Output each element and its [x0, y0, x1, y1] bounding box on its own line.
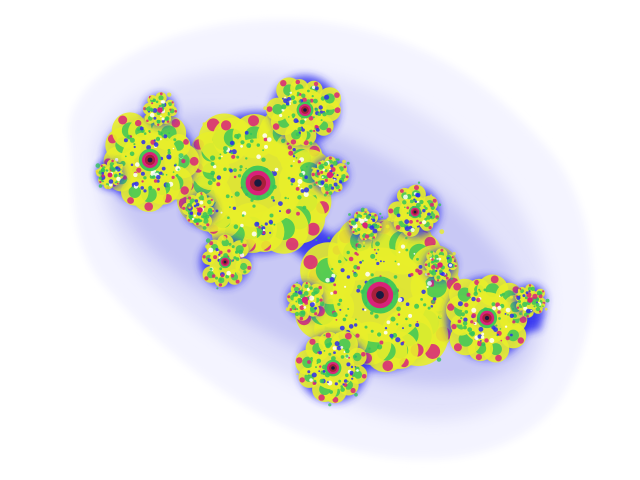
filament-dot	[529, 313, 532, 316]
filament-dot	[379, 212, 382, 215]
filament-dot	[119, 163, 124, 168]
filament-dot	[542, 305, 544, 308]
filament-dot	[263, 106, 267, 110]
filament-dot	[348, 213, 351, 216]
filament-dot	[328, 403, 332, 407]
blob-tiny-2	[513, 283, 547, 318]
filament-dot	[452, 252, 456, 256]
filament-dot	[388, 214, 392, 218]
filament-dot	[342, 159, 346, 164]
filament-dot	[478, 279, 481, 282]
blob-small-2	[387, 184, 441, 238]
filament-dot	[377, 227, 382, 232]
filament-dot	[371, 237, 374, 240]
blob-left	[103, 108, 200, 212]
filament-dot	[149, 96, 154, 100]
filament-dot	[205, 244, 210, 249]
filament-dot	[205, 238, 211, 243]
filament-dot	[346, 161, 350, 165]
filament-dot	[436, 357, 442, 362]
filament-dot	[322, 159, 324, 162]
filament-dot	[438, 203, 442, 207]
filament-dot	[406, 189, 409, 193]
blob-top	[266, 75, 342, 146]
fractal-body	[95, 75, 550, 407]
filament-dot	[328, 191, 333, 195]
filament-dot	[422, 270, 426, 274]
blob-bottom	[295, 331, 368, 404]
filament-dot	[120, 168, 122, 171]
filament-dot	[319, 301, 325, 307]
filament-dot	[187, 197, 189, 200]
filament-dot	[120, 173, 124, 177]
filament-dot	[450, 277, 453, 280]
filament-dot	[362, 241, 366, 244]
filament-dot	[364, 208, 368, 212]
filament-dot	[296, 281, 298, 284]
filament-dot	[439, 229, 445, 235]
main-blob-lower	[294, 213, 461, 373]
filament-dot	[405, 236, 408, 240]
filament-dot	[518, 288, 520, 291]
filament-dot	[285, 307, 290, 312]
filament-dot	[188, 206, 191, 209]
filament-dot	[519, 312, 522, 316]
filament-dot	[296, 373, 299, 376]
filament-dot	[309, 141, 313, 145]
filament-dot	[294, 311, 300, 317]
filament-dot	[387, 216, 392, 222]
filament-dot	[323, 193, 327, 197]
filament-dot	[360, 207, 366, 212]
filament-dot	[428, 253, 433, 257]
filament-dot	[356, 240, 359, 243]
filament-dot	[288, 116, 290, 118]
filament-dot	[327, 236, 331, 240]
filament-dot	[337, 158, 340, 161]
filament-dot	[417, 181, 421, 184]
blob-small-4	[311, 156, 349, 196]
filament-dot	[95, 169, 99, 173]
filament-dot	[544, 307, 548, 311]
filament-dot	[95, 163, 101, 168]
filament-dot	[430, 250, 434, 254]
filament-dot	[243, 270, 247, 274]
filament-dot	[201, 192, 204, 195]
filament-dot	[313, 183, 317, 186]
filament-dot	[167, 92, 172, 97]
filament-dot	[430, 194, 433, 197]
filament-dot	[328, 352, 332, 356]
blob-small-1	[199, 234, 252, 288]
filament-dot	[381, 216, 383, 219]
filament-dot	[221, 236, 227, 241]
blob-right	[445, 274, 529, 363]
filament-dot	[119, 129, 122, 132]
filament-dot	[335, 332, 340, 337]
filament-dot	[242, 240, 247, 245]
filament-dot	[385, 224, 390, 229]
filament-dot	[144, 107, 147, 110]
filament-dot	[315, 239, 318, 242]
filament-dot	[545, 298, 550, 303]
filament-dot	[523, 312, 528, 317]
filament-dot	[331, 333, 333, 336]
filament-dot	[216, 287, 219, 290]
filament-dot	[202, 226, 207, 230]
filament-dot	[313, 167, 316, 171]
filament-dot	[167, 113, 171, 116]
filament-dot	[335, 158, 338, 161]
filament-dot	[354, 392, 358, 397]
filament-dot	[202, 122, 206, 126]
filament-dot	[196, 192, 201, 197]
blob-small-3	[286, 281, 324, 321]
filament-dot	[509, 295, 513, 299]
filament-dot	[105, 184, 109, 189]
filament-dot	[390, 218, 394, 223]
filament-dot	[98, 184, 103, 188]
filament-dot	[436, 217, 439, 220]
filament-dot	[438, 314, 443, 319]
filament-dot	[323, 334, 326, 337]
